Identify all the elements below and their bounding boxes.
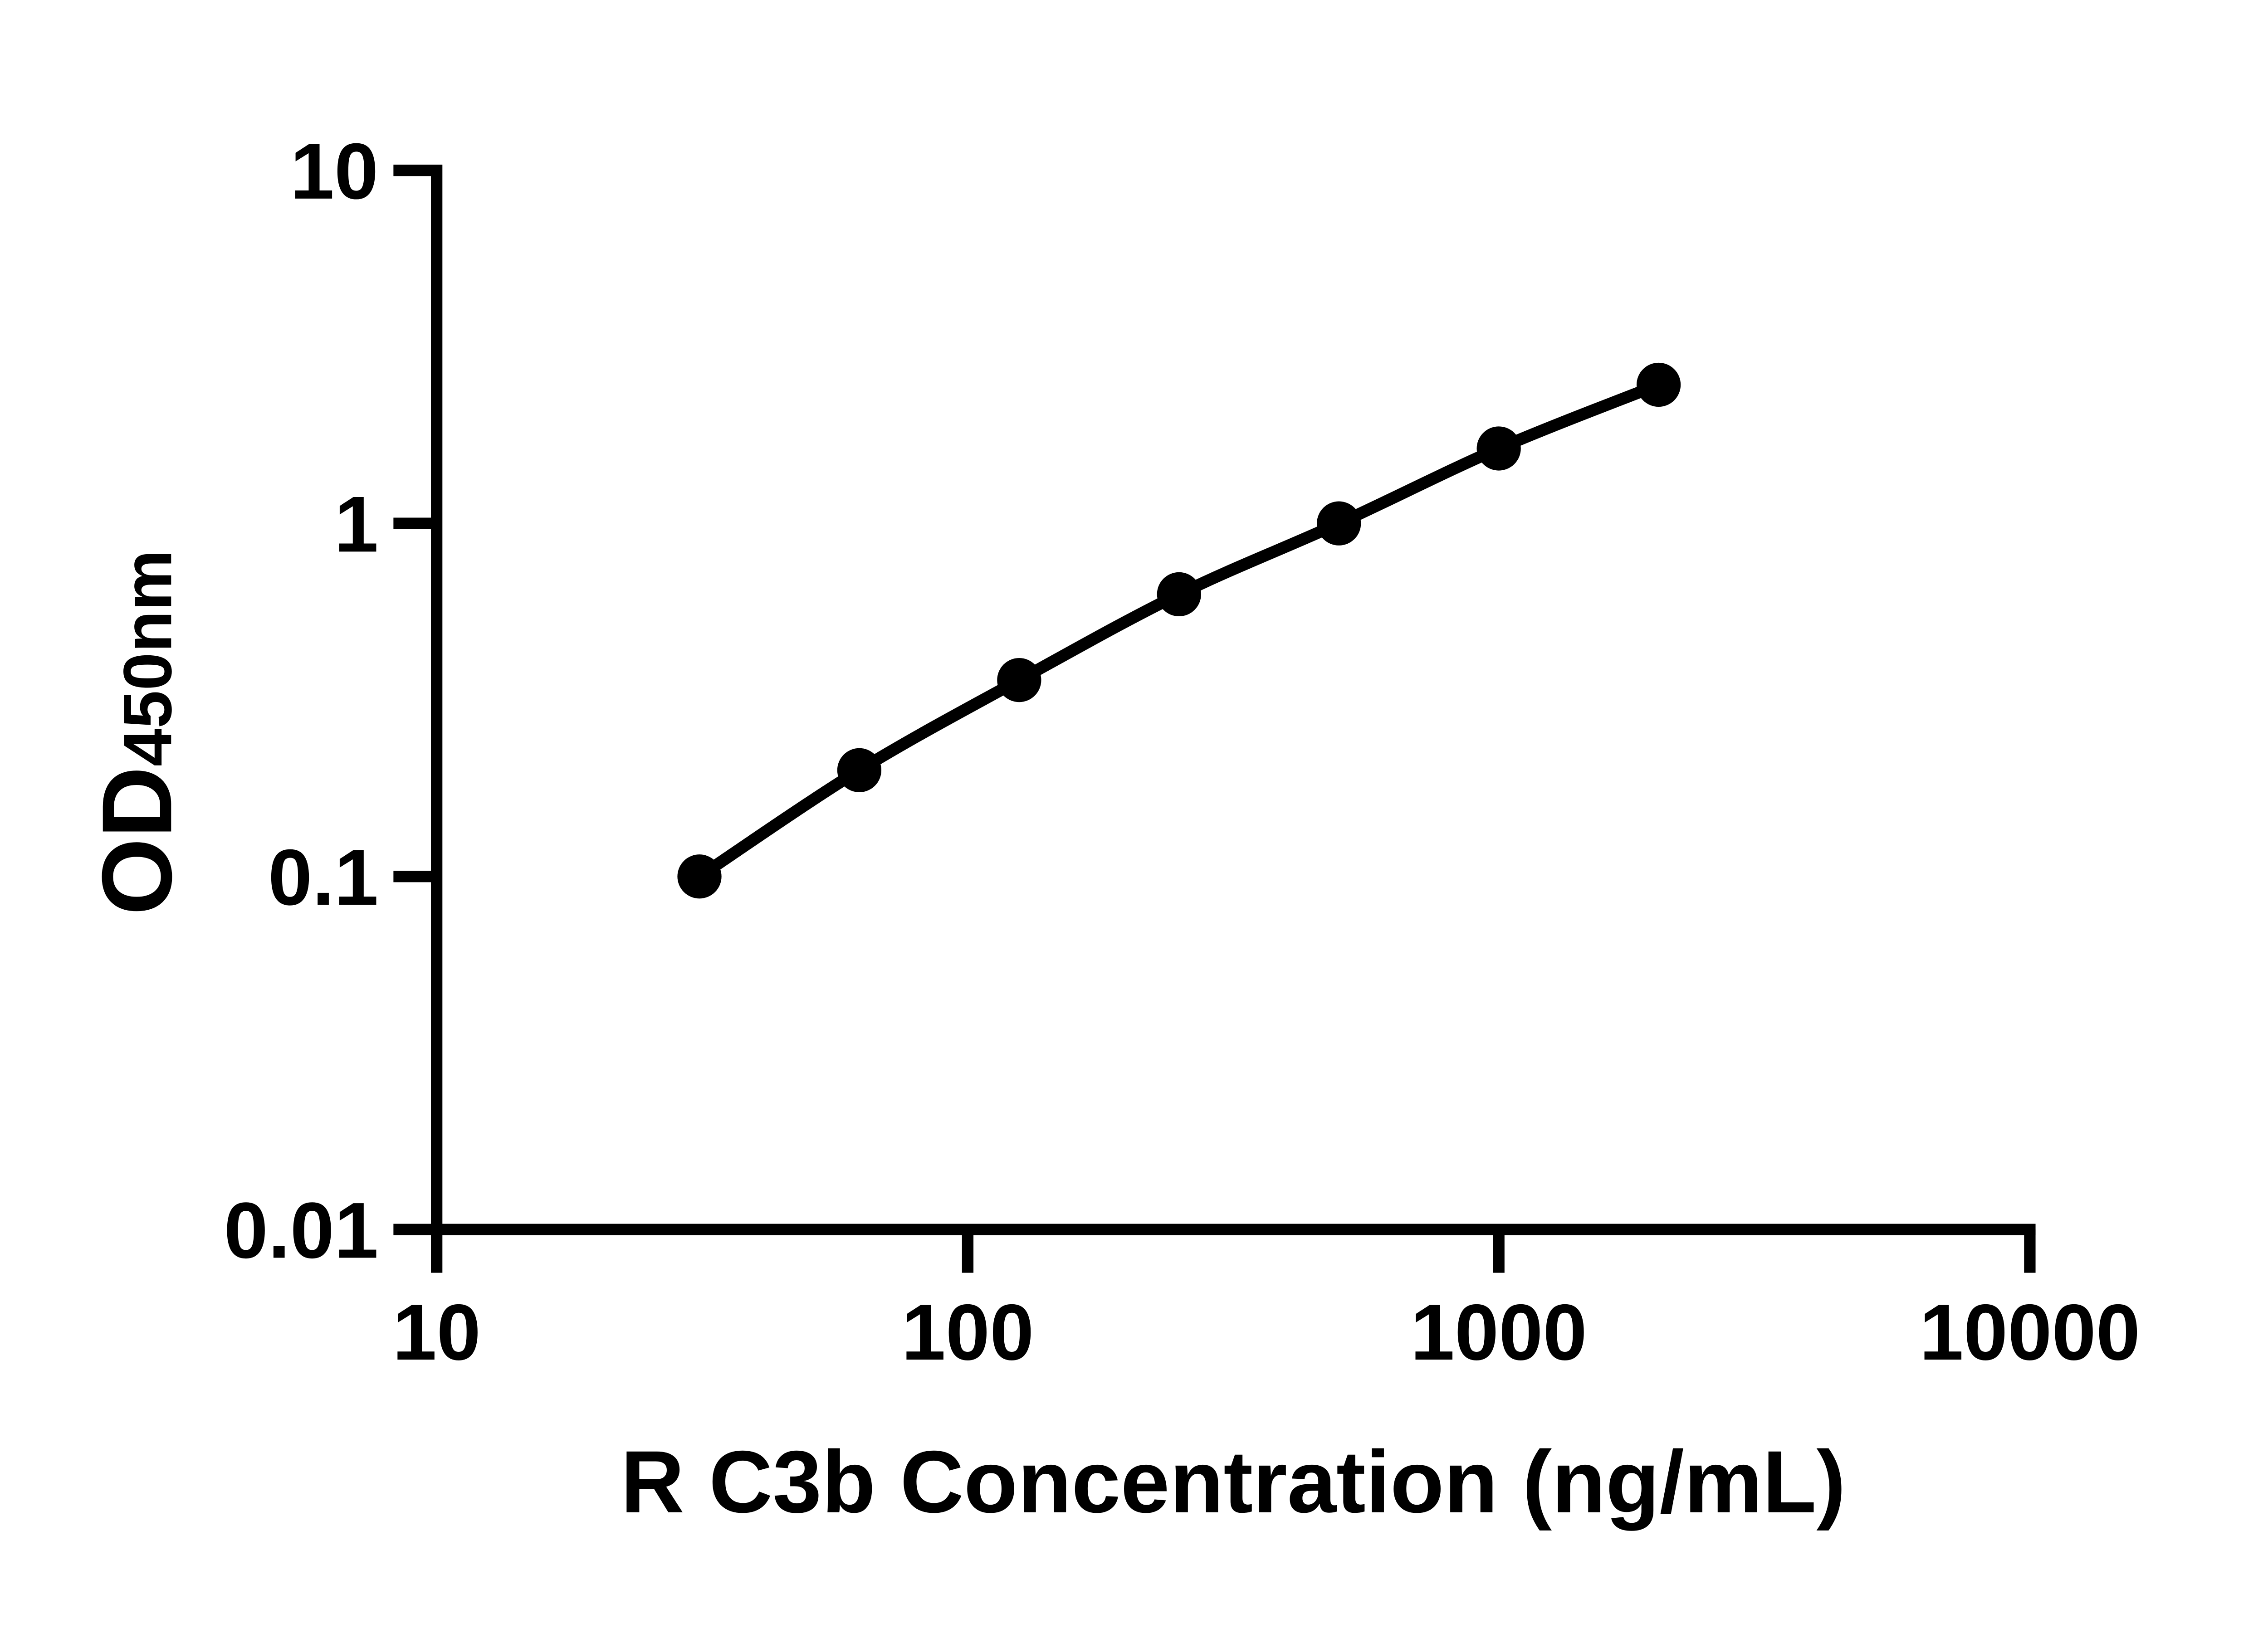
x-tick-label: 10000 xyxy=(1920,1288,2141,1377)
data-point xyxy=(1636,362,1681,407)
data-point xyxy=(677,854,722,899)
y-axis-title: OD450nm xyxy=(82,550,192,916)
x-tick-label: 100 xyxy=(901,1288,1034,1377)
data-point xyxy=(1476,426,1521,471)
y-tick-label: 1 xyxy=(334,480,378,569)
axis-frame xyxy=(431,164,2036,1235)
y-tick-label: 0.1 xyxy=(268,834,378,922)
series-group xyxy=(677,362,1681,899)
data-point xyxy=(997,658,1041,702)
data-point xyxy=(837,748,882,792)
y-axis-title-main: OD xyxy=(82,766,192,915)
ticks-group xyxy=(393,164,2036,1273)
y-tick-label: 10 xyxy=(290,127,379,216)
x-tick-label: 10 xyxy=(392,1288,481,1377)
x-axis-title: R C3b Concentration (ng/mL) xyxy=(621,1433,1846,1531)
axes-group xyxy=(431,164,2036,1235)
x-tick-label: 1000 xyxy=(1410,1288,1587,1377)
data-point xyxy=(1317,501,1361,546)
data-point xyxy=(1157,572,1201,617)
y-tick-label: 0.01 xyxy=(224,1187,379,1275)
y-axis-title-subscript: 450nm xyxy=(109,550,186,767)
